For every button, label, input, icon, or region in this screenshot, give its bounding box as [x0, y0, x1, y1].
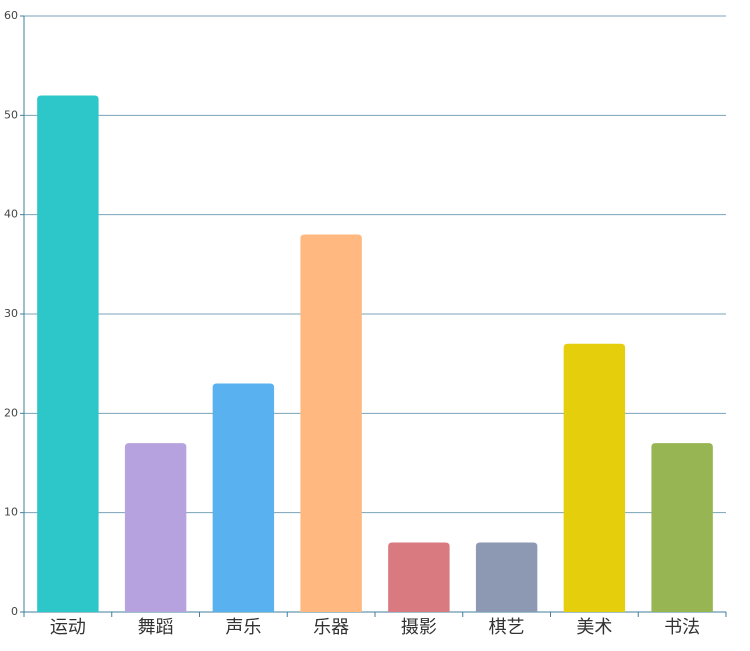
x-tick-label: 美术	[576, 617, 612, 638]
x-tick-label: 摄影	[401, 617, 437, 638]
bar	[475, 542, 538, 612]
bar	[388, 542, 450, 612]
bar	[37, 95, 99, 612]
y-tick-label: 60	[4, 9, 18, 22]
y-tick-label: 0	[11, 605, 18, 618]
x-tick-label: 运动	[50, 617, 86, 638]
bar	[563, 343, 626, 612]
bar	[124, 443, 187, 612]
y-tick-label: 40	[4, 208, 18, 221]
bar	[300, 234, 362, 613]
x-tick-label: 舞蹈	[138, 617, 174, 638]
x-tick-label: 乐器	[313, 617, 349, 638]
y-tick-label: 50	[4, 108, 18, 121]
bar	[651, 443, 713, 612]
x-tick-label: 棋艺	[489, 617, 525, 638]
y-tick-label: 10	[4, 506, 18, 519]
y-tick-label: 20	[4, 406, 18, 419]
y-tick-label: 30	[4, 307, 18, 320]
x-tick-label: 书法	[664, 617, 700, 638]
bar	[212, 383, 275, 612]
x-tick-label: 声乐	[225, 617, 261, 638]
